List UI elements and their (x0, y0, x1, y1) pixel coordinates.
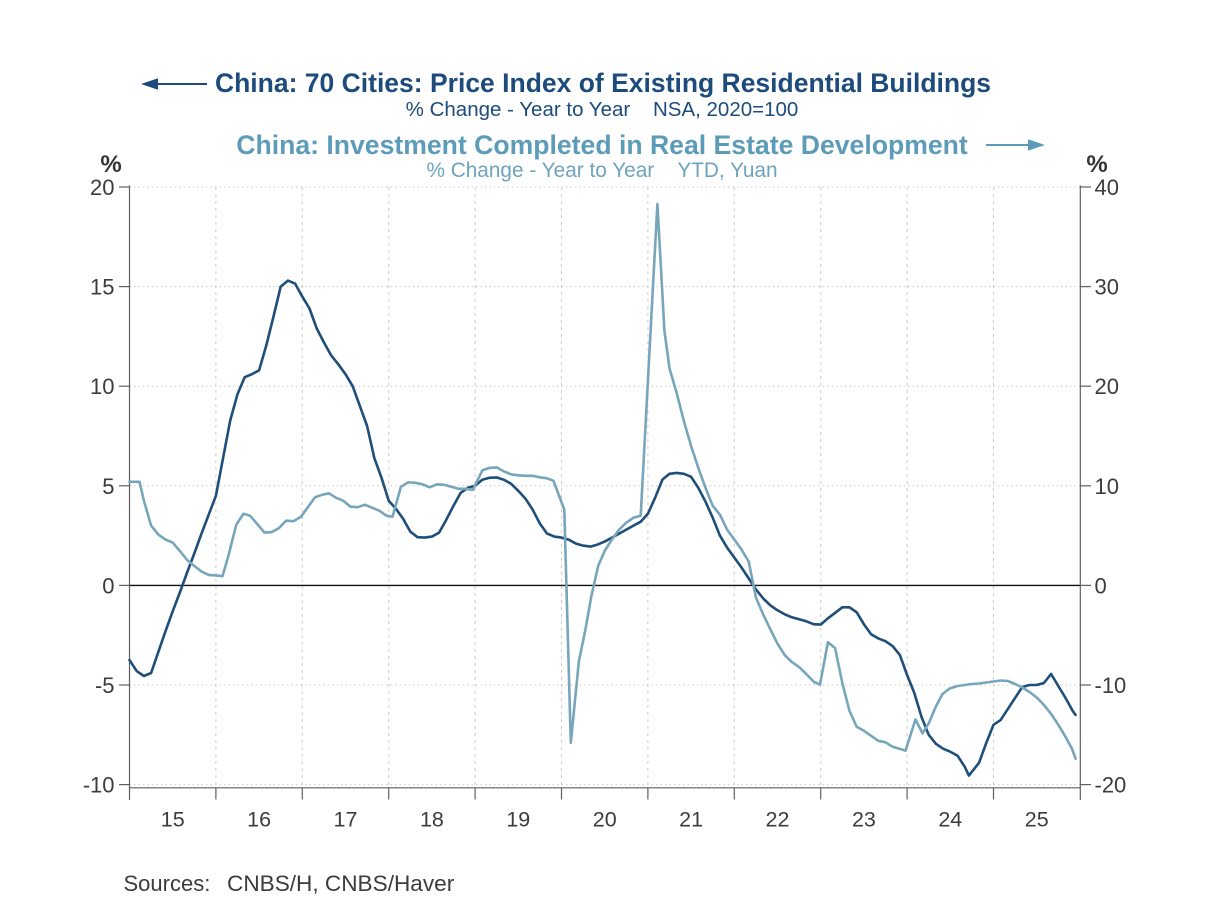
svg-text:17: 17 (334, 808, 358, 832)
svg-text:22: 22 (766, 808, 790, 832)
svg-text:25: 25 (1025, 808, 1049, 832)
svg-text:10: 10 (1095, 474, 1119, 499)
svg-text:0: 0 (102, 573, 114, 598)
svg-text:15: 15 (161, 808, 185, 832)
svg-text:-10: -10 (83, 773, 115, 798)
svg-text:Sources:: Sources: (124, 871, 211, 896)
svg-text:-10: -10 (1095, 673, 1127, 698)
svg-text:18: 18 (420, 808, 444, 832)
svg-text:16: 16 (247, 808, 271, 832)
svg-text:-20: -20 (1095, 773, 1127, 798)
svg-text:% Change - Year to Year NSA: % Change - Year to Year NSA, 2020=100 (406, 98, 799, 121)
svg-text:% Change - Year to Year YTD: % Change - Year to Year YTD, Yuan (426, 159, 777, 182)
svg-text:20: 20 (593, 808, 617, 832)
svg-text:24: 24 (938, 808, 962, 832)
svg-text:30: 30 (1095, 275, 1119, 300)
svg-text:%: % (1086, 151, 1107, 178)
svg-text:China: Investment Completed in: China: Investment Completed in Real Esta… (236, 130, 968, 160)
svg-text:-5: -5 (95, 673, 115, 698)
svg-text:5: 5 (102, 474, 114, 499)
svg-text:21: 21 (679, 808, 703, 832)
svg-text:0: 0 (1095, 573, 1107, 598)
svg-text:CNBS/H, CNBS/Haver: CNBS/H, CNBS/Haver (227, 871, 455, 896)
svg-text:23: 23 (852, 808, 876, 832)
svg-text:20: 20 (90, 175, 114, 200)
svg-text:15: 15 (90, 275, 114, 300)
svg-text:19: 19 (506, 808, 530, 832)
svg-text:40: 40 (1095, 175, 1119, 200)
svg-text:10: 10 (90, 374, 114, 399)
svg-text:%: % (100, 151, 121, 178)
svg-text:20: 20 (1095, 374, 1119, 399)
svg-text:China: 70 Cities: Price Index: China: 70 Cities: Price Index of Existin… (215, 68, 991, 98)
